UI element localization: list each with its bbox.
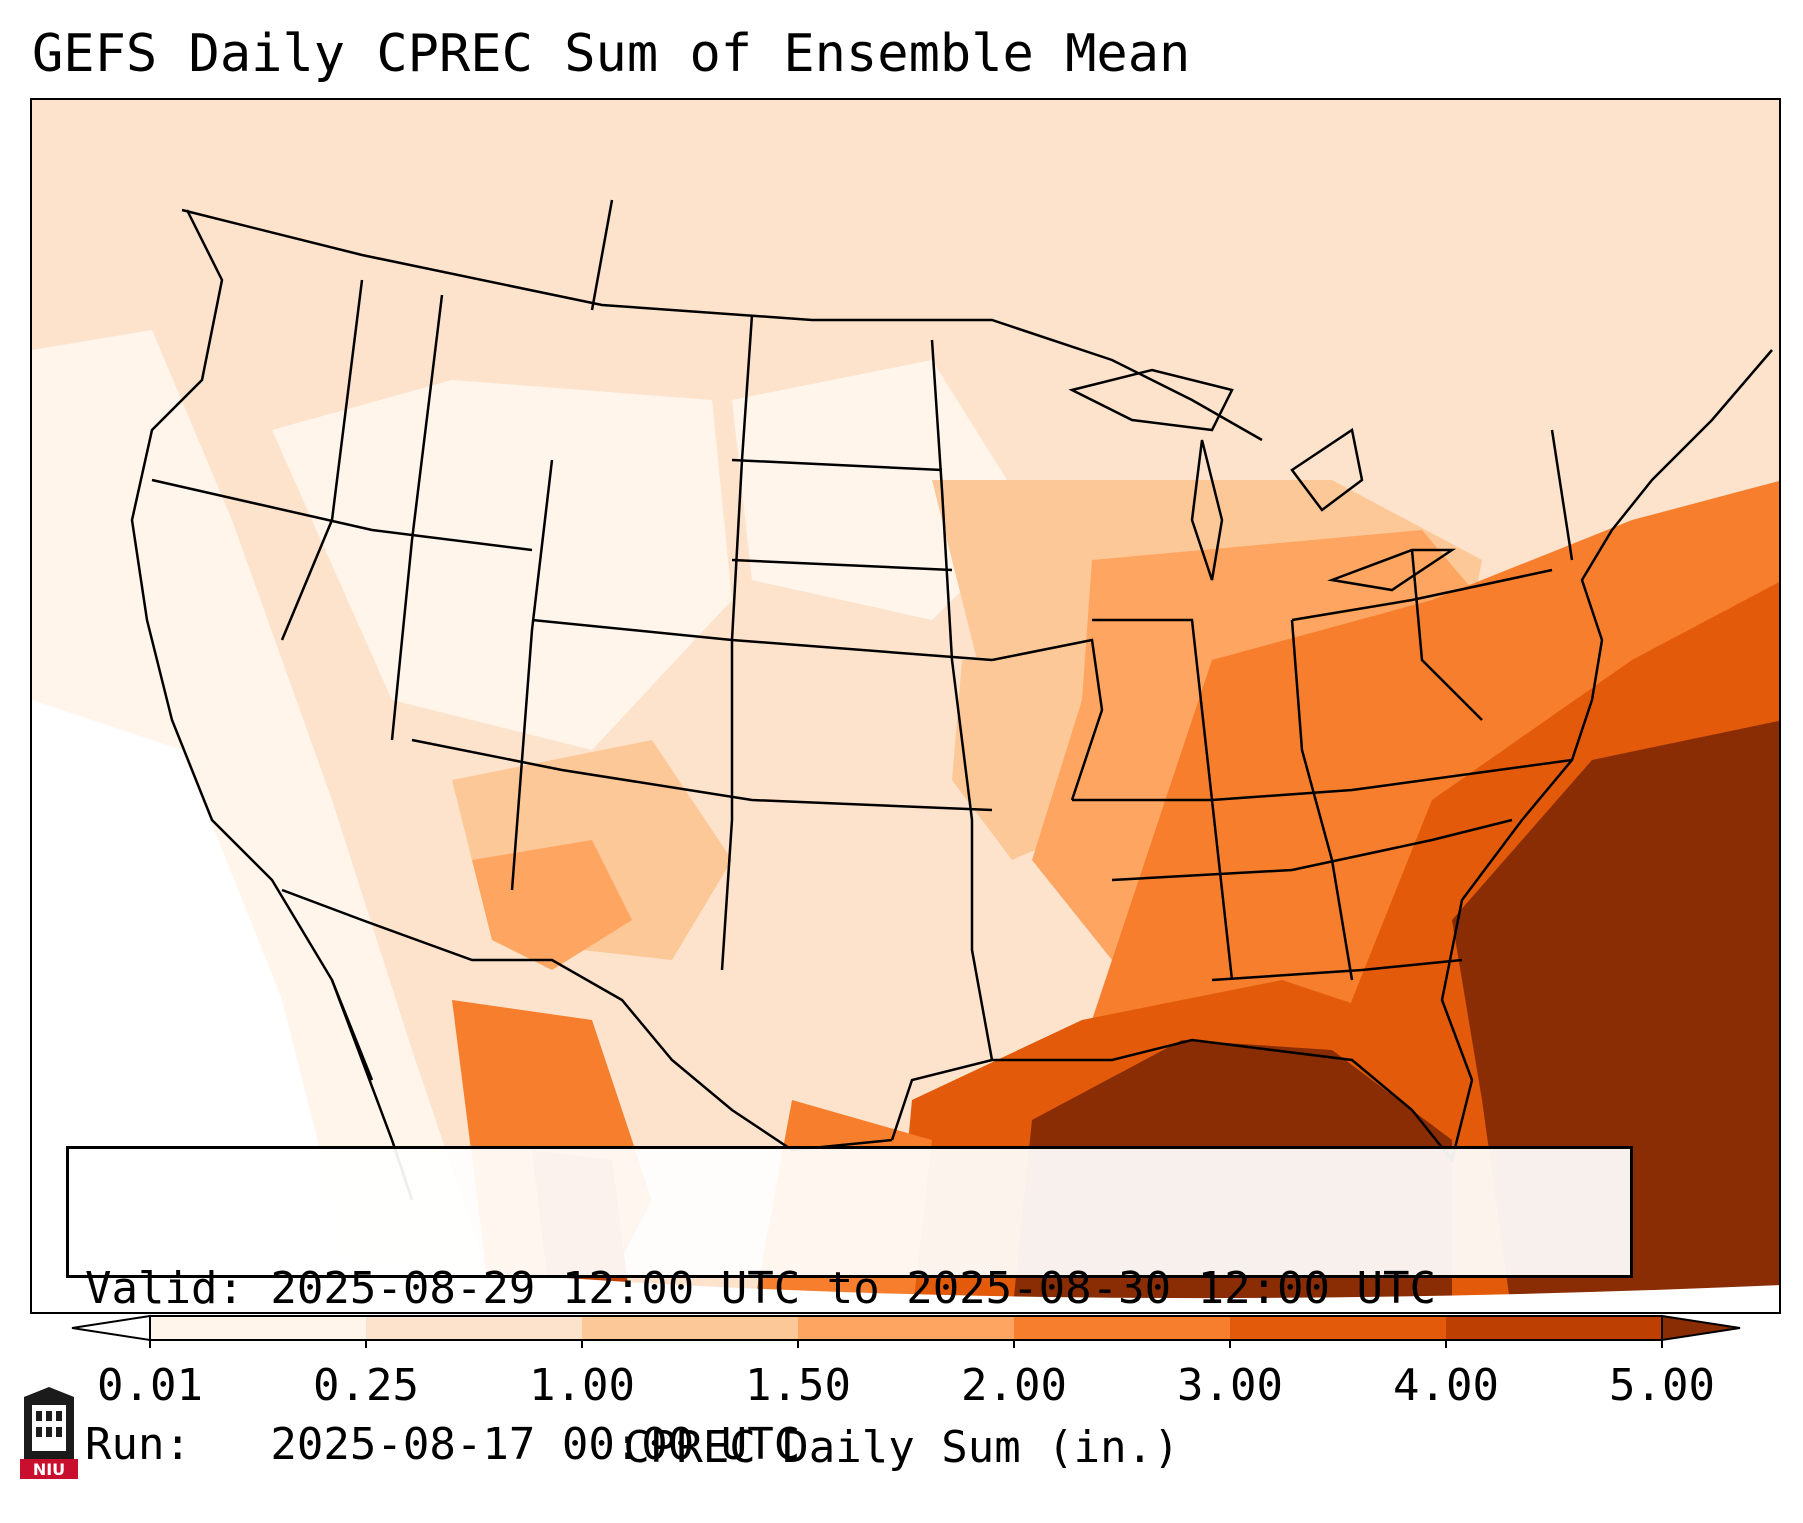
state-line-8 <box>411 738 993 812</box>
state-line-19 <box>1410 549 1483 721</box>
state-line-15 <box>1072 758 1573 802</box>
gulf-coastline <box>890 699 1594 1163</box>
state-line-17 <box>1211 958 1463 982</box>
colorbar-tick-label: 3.00 <box>1177 1360 1283 1411</box>
field-arizona-heavier <box>472 840 632 970</box>
colorbar-bin-5 <box>1230 1316 1447 1340</box>
state-line-11 <box>731 558 953 572</box>
state-line-18 <box>1291 568 1553 622</box>
niu-logo: NIU <box>20 1387 78 1479</box>
lake-erie <box>1327 548 1457 592</box>
state-line-7 <box>930 339 994 1061</box>
map-panel <box>30 98 1781 1314</box>
lake-superior <box>1068 368 1234 432</box>
mexico-border <box>281 888 893 1152</box>
canada-border <box>181 208 1263 442</box>
colorbar-bin-4 <box>1014 1316 1231 1340</box>
colorbar-outline <box>149 1315 1663 1341</box>
state-line-20 <box>1550 429 1574 561</box>
state-line-13 <box>1092 618 1234 981</box>
colorbar-bin-3 <box>798 1316 1015 1340</box>
run-time-text: Run: 2025-08-17 00:00 UTC <box>85 1419 801 1470</box>
colorbar-over-arrow <box>1661 1314 1741 1342</box>
colorbar-bin-1 <box>366 1316 583 1340</box>
colorbar-under-arrow <box>71 1314 151 1342</box>
state-line-1 <box>151 478 533 552</box>
colorbar-bin-2 <box>582 1316 799 1340</box>
colorbar-label: CPREC Daily Sum (in.) <box>623 1422 1180 1473</box>
precip-field <box>32 100 1779 1312</box>
state-line-10 <box>731 458 943 472</box>
colorbar <box>71 1314 1741 1348</box>
colorbar-tick-label: 4.00 <box>1393 1360 1499 1411</box>
colorbar-tick-label: 1.50 <box>745 1360 851 1411</box>
colorbar-bin-6 <box>1446 1316 1663 1340</box>
boundaries <box>130 199 1773 1201</box>
east-coastline <box>1580 349 1773 701</box>
state-line-3 <box>390 294 444 741</box>
valid-time-text: Valid: 2025-08-29 12:00 UTC to 2025-08-3… <box>85 1263 1437 1314</box>
projection-edge <box>32 1220 1779 1312</box>
west-coastline <box>130 209 374 1081</box>
state-line-5 <box>590 199 614 311</box>
state-line-9 <box>531 618 993 662</box>
precipitation-map <box>32 100 1779 1312</box>
field-light-rockies <box>272 380 732 750</box>
colorbar-bin-0 <box>150 1316 367 1340</box>
colorbar-tick-label: 1.00 <box>529 1360 635 1411</box>
state-line-12 <box>991 638 1104 801</box>
colorbar-tick-label: 0.01 <box>97 1360 203 1411</box>
state-line-16 <box>1111 818 1513 882</box>
map-title: GEFS Daily CPREC Sum of Ensemble Mean <box>32 24 1191 84</box>
svg-text:NIU: NIU <box>33 1460 65 1479</box>
info-box: Valid: 2025-08-29 12:00 UTC to 2025-08-3… <box>66 1146 1633 1470</box>
colorbar-tick-label: 0.25 <box>313 1360 419 1411</box>
lake-michigan <box>1190 439 1224 581</box>
colorbar-bins <box>150 1316 1663 1340</box>
colorbar-tick-label: 5.00 <box>1609 1360 1715 1411</box>
state-line-4 <box>510 459 554 891</box>
colorbar-ticks <box>149 1340 1663 1348</box>
state-line-14 <box>1290 619 1354 981</box>
lake-huron <box>1290 427 1364 512</box>
colorbar-tick-label: 2.00 <box>961 1360 1067 1411</box>
state-line-2 <box>280 279 364 641</box>
